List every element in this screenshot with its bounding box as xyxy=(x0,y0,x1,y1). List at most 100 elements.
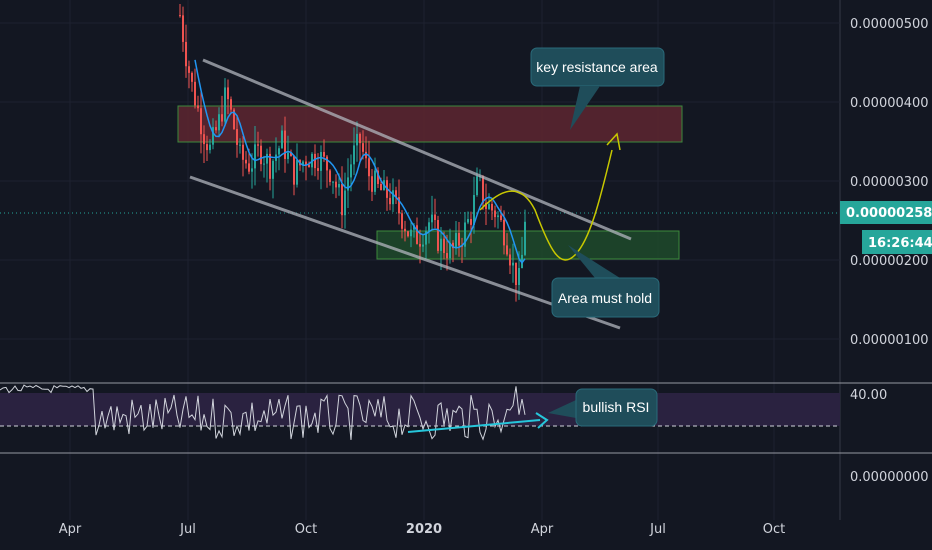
callout-rsi[interactable]: bullish RSI xyxy=(548,388,658,427)
price-tick-100: 0.00000100 xyxy=(850,333,929,348)
candle-body xyxy=(239,144,241,146)
candle-body xyxy=(431,214,433,223)
date-tick-oct-2019: Oct xyxy=(295,522,317,537)
candle-body xyxy=(224,87,226,122)
candle-body xyxy=(191,72,193,82)
candles xyxy=(179,4,526,302)
candle-body xyxy=(467,219,469,223)
candle-body xyxy=(377,170,379,185)
candle-body xyxy=(203,134,205,145)
candle-body xyxy=(287,152,289,159)
candle-body xyxy=(296,160,298,185)
candle-body xyxy=(440,238,442,251)
candle-body xyxy=(473,195,475,225)
candle-body xyxy=(284,130,286,159)
candle-body xyxy=(263,163,265,165)
candle-body xyxy=(209,144,211,151)
candle-body xyxy=(371,176,373,192)
rsi-tick-40: 40.00 xyxy=(850,388,887,403)
moving-average-line xyxy=(194,59,526,265)
candle-body xyxy=(374,170,376,192)
date-tick-oct-2020: Oct xyxy=(763,522,785,537)
candle-body xyxy=(320,152,322,171)
candle-body xyxy=(266,153,268,164)
candle-body xyxy=(317,168,319,171)
price-tick-300: 0.00000300 xyxy=(850,175,929,190)
candle-body xyxy=(236,129,238,145)
candle-body xyxy=(302,161,304,166)
countdown-value: 16:26:44 xyxy=(868,236,932,251)
candle-body xyxy=(212,127,214,145)
candle-body xyxy=(476,176,478,196)
candle-body xyxy=(446,253,448,259)
candle-body xyxy=(458,233,460,246)
candle-body xyxy=(227,87,229,100)
current-price-value: 0.00000258 xyxy=(846,206,932,221)
candle-body xyxy=(437,220,439,251)
date-tick-apr-2019: Apr xyxy=(59,522,82,537)
date-tick-jul-2020: Jul xyxy=(649,522,666,537)
candle-body xyxy=(452,242,454,249)
candle-body xyxy=(368,158,370,177)
price-axis-panel xyxy=(840,0,932,550)
candle-body xyxy=(269,153,271,179)
date-tick-apr-2020: Apr xyxy=(531,522,554,537)
rsi-line xyxy=(0,384,526,441)
candle-body xyxy=(389,197,391,205)
candle-body xyxy=(425,231,427,245)
candle-body xyxy=(233,109,235,130)
candle-body xyxy=(509,254,511,266)
candle-body xyxy=(293,156,295,185)
candle-body xyxy=(470,219,472,225)
candle-body xyxy=(314,153,316,169)
date-axis: Apr Jul Oct 2020 Apr Jul Oct xyxy=(59,522,785,537)
price-tick-400: 0.00000400 xyxy=(850,96,929,111)
candle-body xyxy=(434,214,436,221)
date-tick-2020: 2020 xyxy=(406,522,442,537)
candle-body xyxy=(341,183,343,216)
candle-body xyxy=(221,114,223,122)
candle-body xyxy=(230,99,232,110)
candle-body xyxy=(323,152,325,157)
candle-body xyxy=(503,220,505,246)
candle-body xyxy=(362,143,364,152)
candle-body xyxy=(482,176,484,203)
rsi-divergence-line xyxy=(407,419,541,433)
price-tick-200-hidden: 0.00000200 xyxy=(850,254,929,269)
candle-body xyxy=(449,242,451,259)
candle-body xyxy=(245,159,247,164)
candle-body xyxy=(392,190,394,205)
candle-body xyxy=(215,127,217,131)
channel-lower-line xyxy=(189,175,621,330)
candle-body xyxy=(419,243,421,247)
current-price-tag: 0.00000258 xyxy=(840,201,932,224)
candle-body xyxy=(281,130,283,149)
candle-body xyxy=(359,133,361,144)
candle-body xyxy=(497,215,499,218)
price-tick-0: 0.00000000 xyxy=(850,470,929,485)
candle-body xyxy=(188,66,190,73)
candle-body xyxy=(506,245,508,255)
candle-body xyxy=(338,183,340,188)
candle-body xyxy=(491,203,493,211)
candle-body xyxy=(443,238,445,254)
candle-body xyxy=(515,262,517,286)
candle-body xyxy=(416,225,418,244)
callout-support[interactable]: Area must hold xyxy=(551,245,660,318)
candle-body xyxy=(380,184,382,191)
candle-body xyxy=(278,148,280,155)
candle-body xyxy=(182,15,184,42)
candle-body xyxy=(248,163,250,172)
candle-body xyxy=(206,144,208,151)
candle-body xyxy=(518,268,520,286)
price-tick-500: 0.00000500 xyxy=(850,17,929,32)
candle-body xyxy=(305,161,307,165)
callout-resistance[interactable]: key resistance area xyxy=(530,47,665,130)
candle-body xyxy=(194,81,196,106)
candle-body xyxy=(272,160,274,179)
candle-body xyxy=(365,151,367,159)
candle-body xyxy=(401,213,403,229)
candle-body xyxy=(185,41,187,67)
candle-body xyxy=(410,229,412,237)
